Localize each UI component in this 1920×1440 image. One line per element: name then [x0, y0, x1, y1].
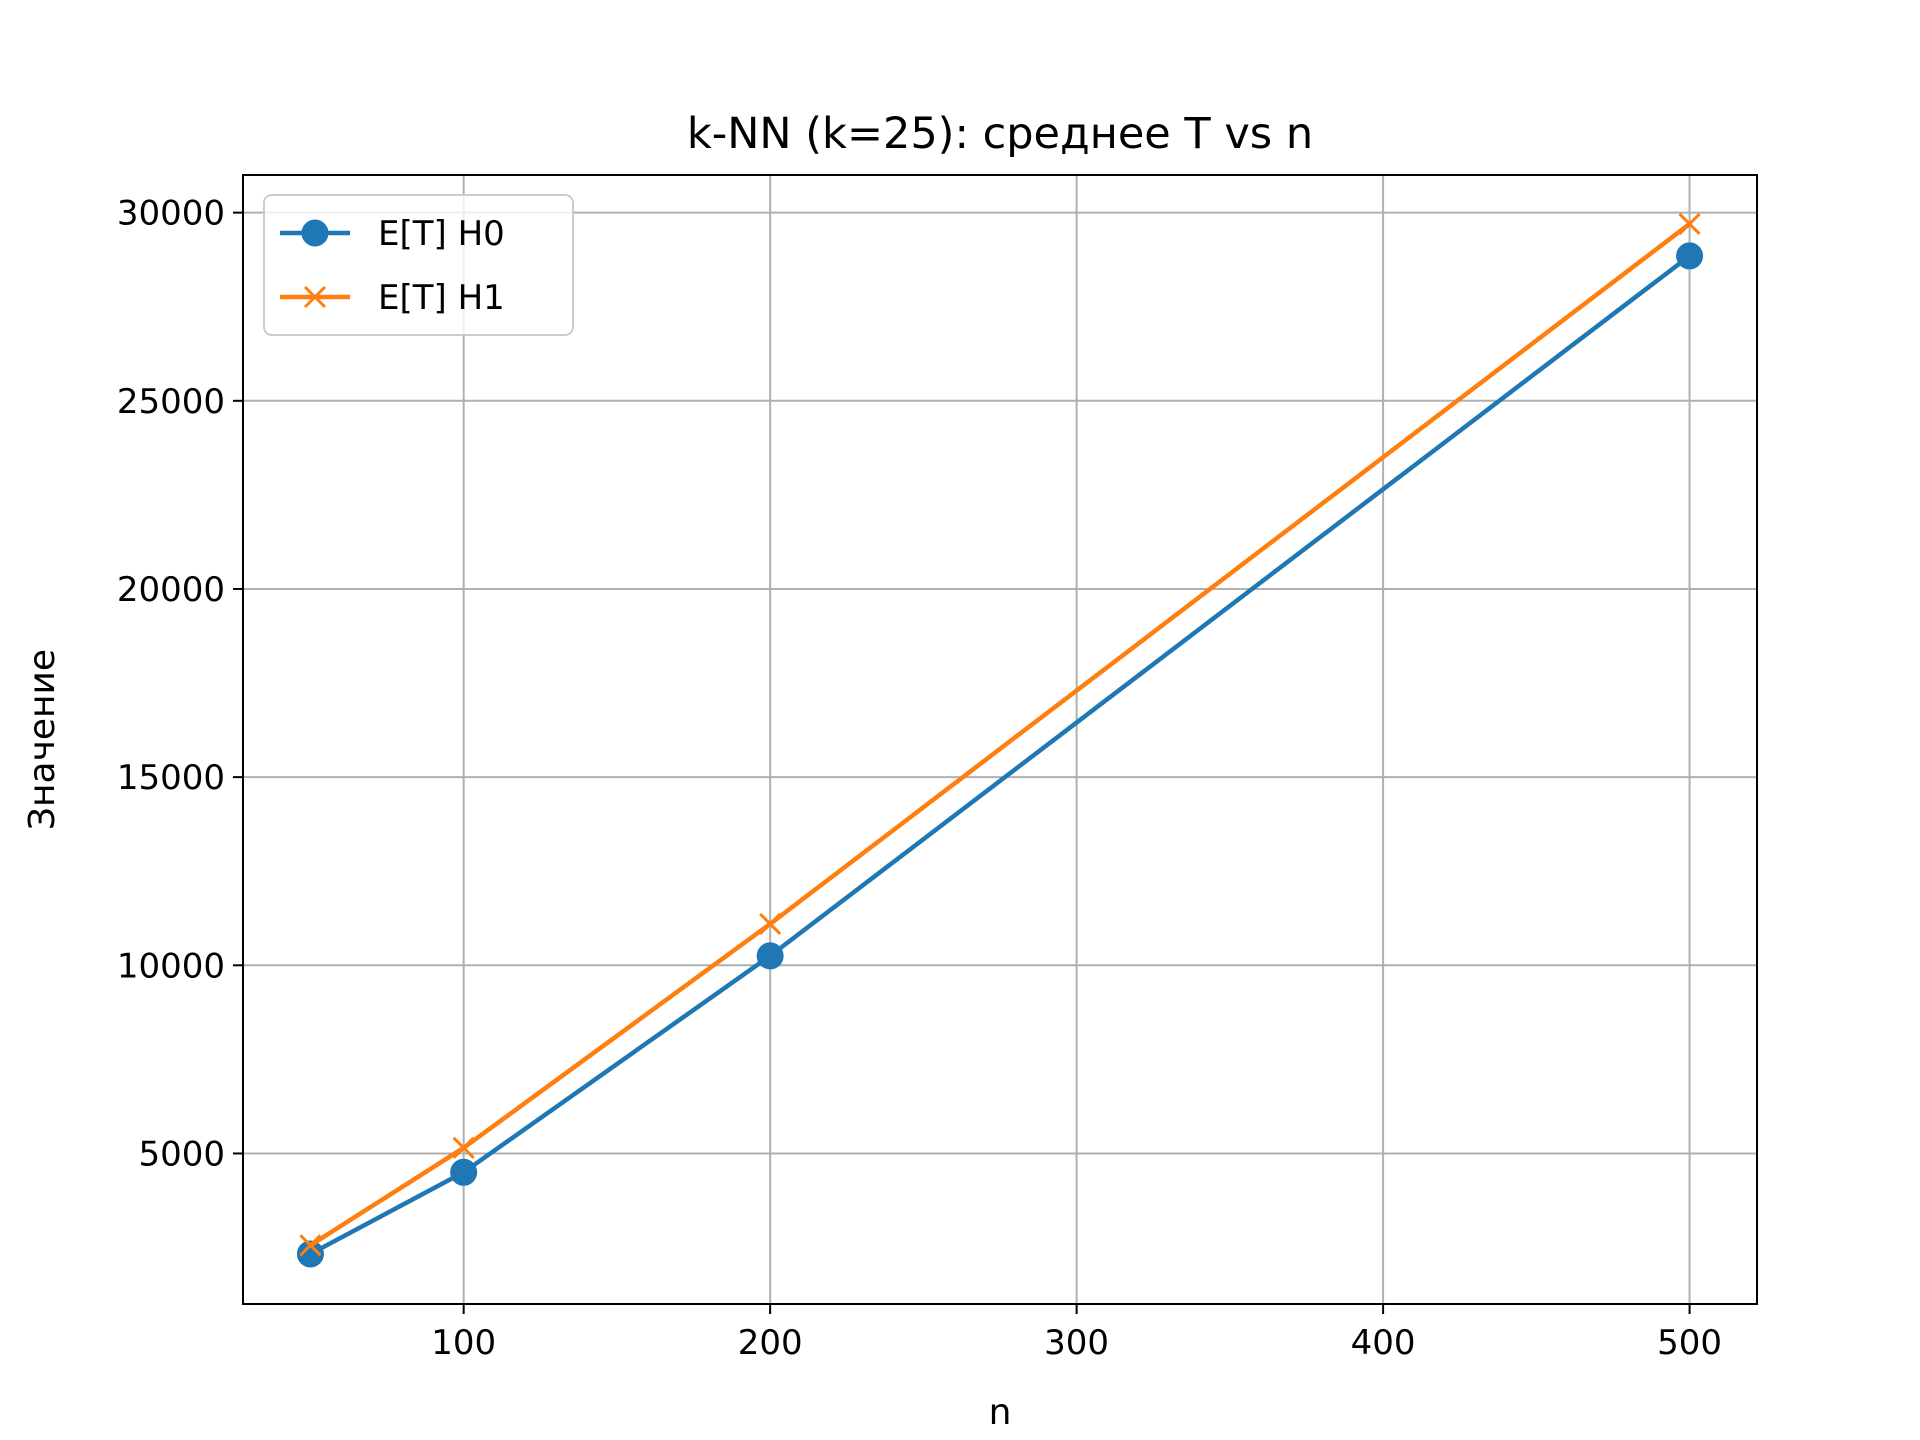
marker-stroke [759, 912, 782, 935]
marker-stroke [1678, 212, 1701, 235]
y-tick-label: 20000 [117, 570, 225, 610]
data-point [296, 1240, 324, 1268]
chart-title: k-NN (k=25): среднее T vs n [687, 109, 1313, 159]
x-axis-label: n [989, 1392, 1012, 1433]
legend-marker [303, 285, 327, 309]
y-tick-label: 25000 [117, 382, 225, 422]
legend: E[T] H0 E[T] H1 [263, 194, 574, 336]
y-tick-label: 15000 [117, 758, 225, 798]
legend-item: E[T] H1 [280, 278, 505, 318]
x-tick-label: 100 [431, 1323, 496, 1363]
data-point [1676, 242, 1704, 270]
series-line [309, 222, 1691, 1248]
data-point [1678, 212, 1701, 235]
grid [243, 175, 1757, 1304]
marker-stroke [452, 1136, 475, 1159]
plot-series [296, 212, 1704, 1268]
data-point [299, 1234, 322, 1257]
data-point [756, 942, 784, 970]
x-tick-label: 500 [1657, 1323, 1722, 1363]
marker-stroke [303, 285, 327, 309]
y-tick-label: 30000 [117, 194, 225, 234]
x-tick-label: 300 [1044, 1323, 1109, 1363]
data-point [759, 912, 782, 935]
legend-label: E[T] H1 [378, 278, 505, 318]
data-point [452, 1136, 475, 1159]
legend-marker [301, 219, 329, 247]
y-tick-label: 5000 [138, 1134, 225, 1174]
legend-item: E[T] H0 [280, 214, 505, 254]
axis-ticks: 100 200 300 400 500 5000 10000 15000 20000 25000 3… [117, 194, 1722, 1363]
marker-stroke [299, 1234, 322, 1257]
legend-label: E[T] H0 [378, 214, 505, 254]
x-tick-label: 400 [1351, 1323, 1416, 1363]
y-axis-label: Значение [22, 649, 63, 830]
series-line [309, 254, 1691, 1256]
plot-frame [242, 174, 1758, 1305]
y-tick-label: 10000 [117, 946, 225, 986]
series-1 [296, 242, 1704, 1268]
legend-box [263, 194, 574, 336]
data-point [450, 1158, 478, 1186]
series-2 [299, 212, 1701, 1257]
x-tick-label: 200 [738, 1323, 803, 1363]
